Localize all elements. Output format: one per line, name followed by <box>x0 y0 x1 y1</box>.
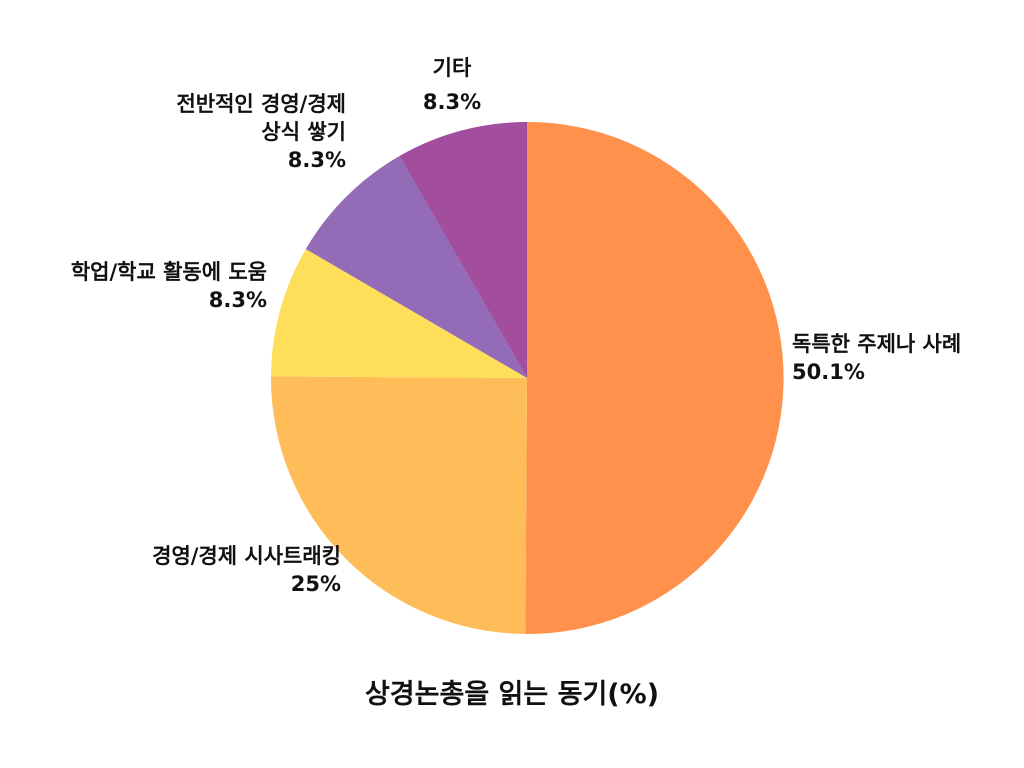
slice-value-label: 8.3% <box>208 288 267 312</box>
slice-label-text: 학업/학교 활동에 도움 <box>70 260 267 284</box>
slice-other <box>399 122 527 378</box>
slice-value-label: 25% <box>290 572 341 596</box>
slice-label-line-2: 상식 쌓기 <box>261 120 346 144</box>
slice-current-affairs <box>271 376 527 634</box>
slice-label-line-1: 전반적인 경영/경제 <box>176 92 346 116</box>
slice-label-general-knowledge: 전반적인 경영/경제 상식 쌓기 8.3% <box>176 90 346 174</box>
slice-general-knowledge <box>305 156 527 378</box>
slice-label-current-affairs: 경영/경제 시사트래킹 25% <box>152 542 341 598</box>
slice-unique-topics <box>525 121 784 634</box>
slice-label-school-activities: 학업/학교 활동에 도움 8.3% <box>71 258 267 314</box>
slice-label-text: 기타 <box>432 56 472 80</box>
slice-school-activities <box>271 249 527 378</box>
slice-label-text: 경영/경제 시사트래킹 <box>152 544 341 568</box>
slice-label-unique-topics: 독특한 주제나 사례 50.1% <box>792 330 961 386</box>
slice-label-text: 독특한 주제나 사례 <box>792 332 962 356</box>
slice-value-label: 8.3% <box>422 90 482 114</box>
chart-title: 상경논총을 읽는 동기(%) <box>364 679 660 710</box>
slice-label-other: 기타 8.3% <box>402 54 502 116</box>
slice-value-label: 8.3% <box>287 148 346 172</box>
slice-value-label: 50.1% <box>792 360 865 384</box>
